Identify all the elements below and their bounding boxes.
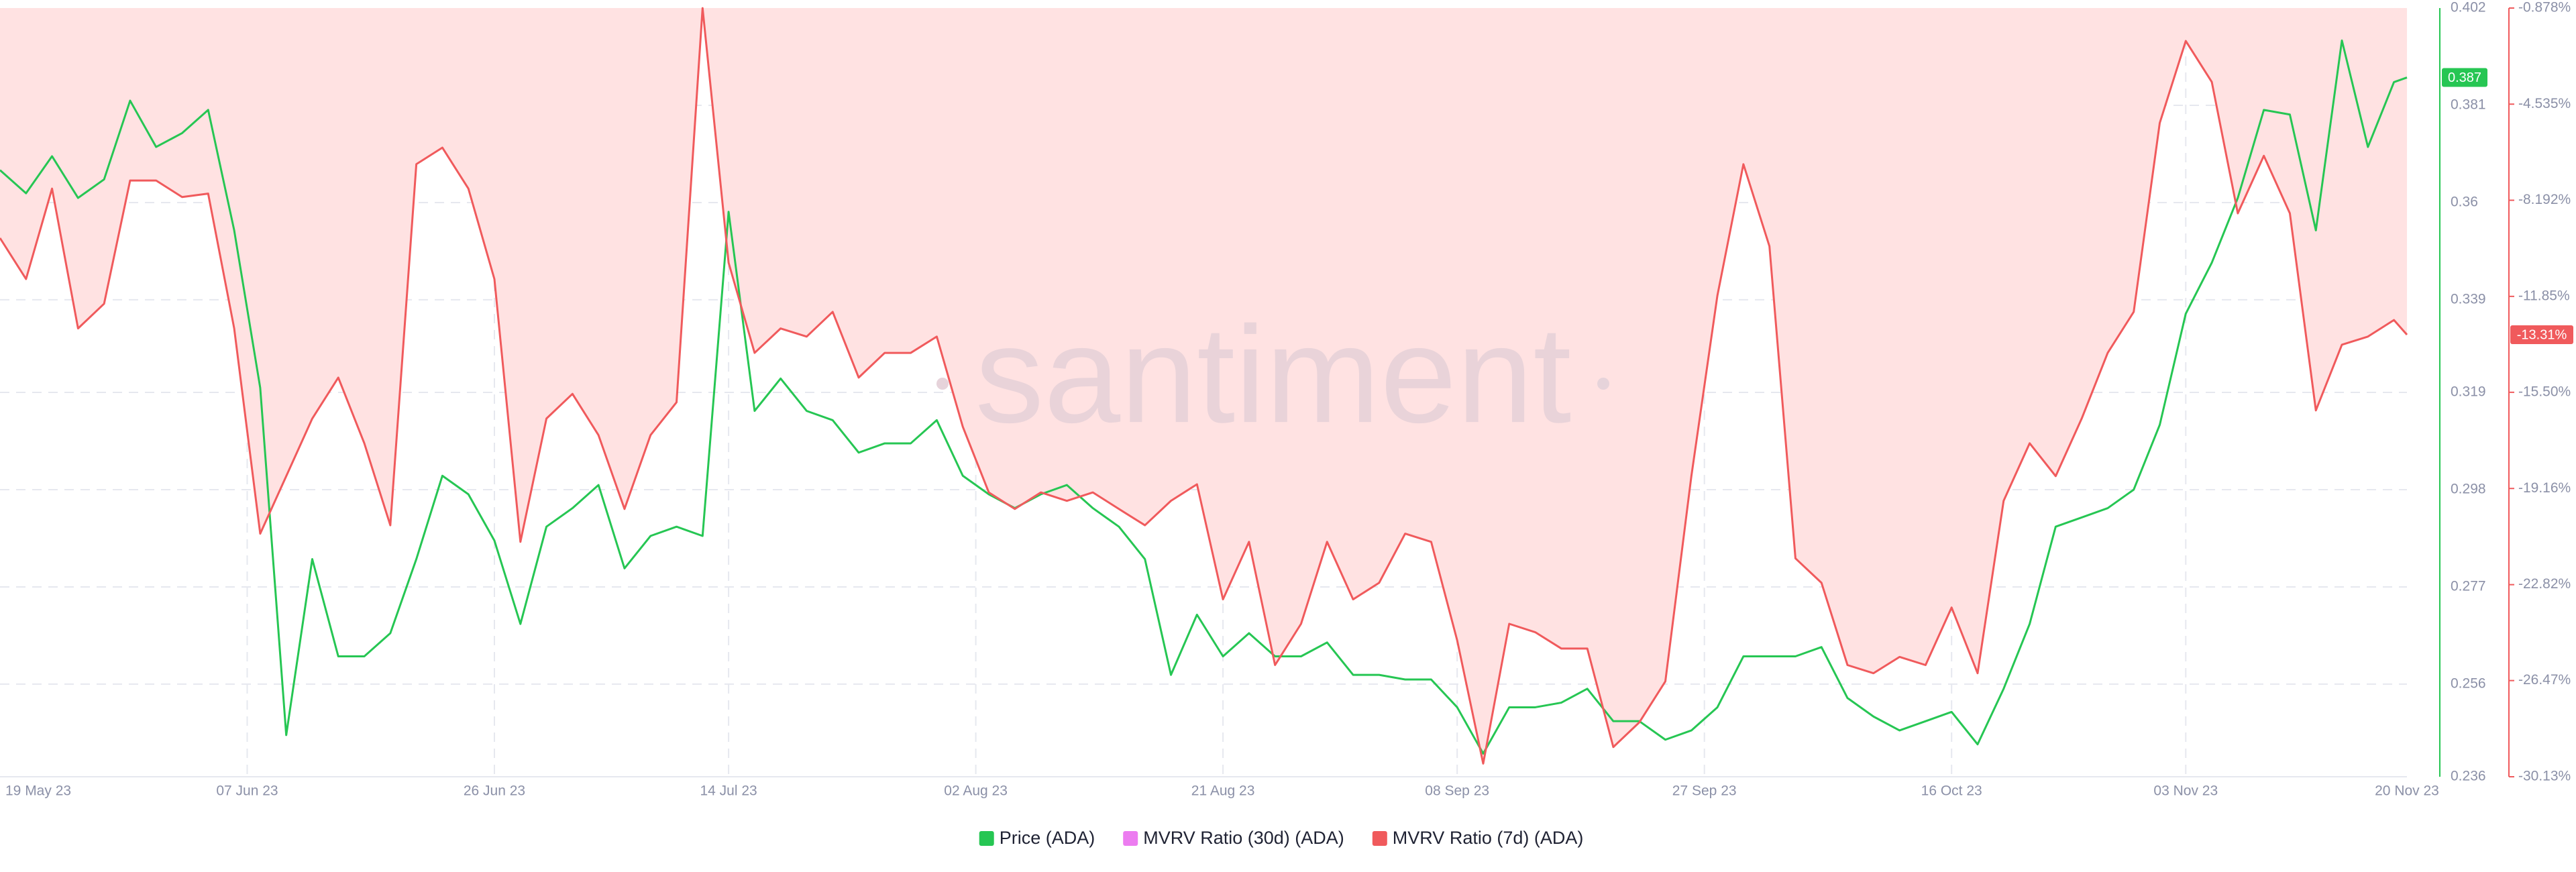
legend-swatch[interactable] [1123, 831, 1138, 846]
watermark-dot [936, 378, 949, 390]
x-tick-label: 02 Aug 23 [944, 783, 1008, 799]
y2-tick-label: -15.50% [2518, 384, 2571, 399]
legend-item[interactable]: MVRV Ratio (7d) (ADA) [1372, 828, 1584, 848]
y2-tick-label: -30.13% [2518, 769, 2571, 784]
x-tick-label: 21 Aug 23 [1191, 783, 1255, 799]
y-tick-label: 0.339 [2451, 291, 2486, 307]
y-tick-label: 0.36 [2451, 194, 2478, 209]
x-tick-label: 27 Sep 23 [1672, 783, 1737, 799]
y-tick-label: 0.381 [2451, 97, 2486, 113]
x-tick-label: 19 May 23 [5, 783, 71, 799]
y2-tick-label: -8.192% [2518, 192, 2571, 207]
areas [0, 8, 2407, 764]
x-tick-label: 26 Jun 23 [464, 783, 525, 799]
watermark: santiment [975, 298, 1572, 451]
y-tick-label: 0.319 [2451, 384, 2486, 400]
y-tick-label: 0.277 [2451, 578, 2486, 594]
x-tick-label: 14 Jul 23 [700, 783, 757, 799]
y-tick-label: 0.256 [2451, 675, 2486, 691]
line [0, 39, 2408, 755]
legend-label[interactable]: MVRV Ratio (7d) (ADA) [1393, 828, 1584, 848]
y2-tick-label: -19.16% [2518, 480, 2571, 496]
legend: Price (ADA) MVRV Ratio (30d) (ADA) MVRV Ra… [979, 828, 1584, 848]
watermark-dot [1597, 378, 1609, 390]
y2-tick-label: -0.878% [2518, 0, 2571, 15]
x-tick-label: 08 Sep 23 [1425, 783, 1489, 799]
y2-tick-label: -4.535% [2518, 96, 2571, 111]
x-tick-label: 03 Nov 23 [2153, 783, 2218, 799]
y-tick-label: 0.236 [2451, 769, 2486, 784]
legend-label[interactable]: MVRV Ratio (30d) (ADA) [1143, 828, 1344, 848]
watermark-group: santiment [936, 298, 1609, 451]
y-tick-label: 0.402 [2451, 0, 2486, 15]
x-tick-label: 07 Jun 23 [216, 783, 278, 799]
y2-tick-label: -26.47% [2518, 672, 2571, 688]
legend-item[interactable]: MVRV Ratio (30d) (ADA) [1123, 828, 1344, 848]
legend-label[interactable]: Price (ADA) [1000, 828, 1095, 848]
line [0, 7, 2408, 765]
legend-item[interactable]: Price (ADA) [979, 828, 1095, 848]
value-badge-label: 0.387 [2448, 70, 2481, 85]
value-badge [2510, 325, 2573, 345]
y2-tick-label: -11.85% [2518, 288, 2570, 303]
legend-swatch[interactable] [1372, 831, 1387, 846]
legend-swatch[interactable] [979, 831, 994, 846]
area [0, 8, 2407, 764]
x-tick-label: 20 Nov 23 [2375, 783, 2439, 799]
y2-tick-label: -22.82% [2518, 576, 2571, 592]
value-badge-label: -13.31% [2517, 327, 2567, 342]
lines [0, 7, 2408, 765]
value-badge [2442, 68, 2487, 87]
y-tick-label: 0.298 [2451, 482, 2486, 497]
axes: 19 May 23 07 Jun 23 26 Jun 23 14 Jul 23 02 A… [0, 0, 2573, 799]
x-tick-label: 16 Oct 23 [1921, 783, 1982, 799]
